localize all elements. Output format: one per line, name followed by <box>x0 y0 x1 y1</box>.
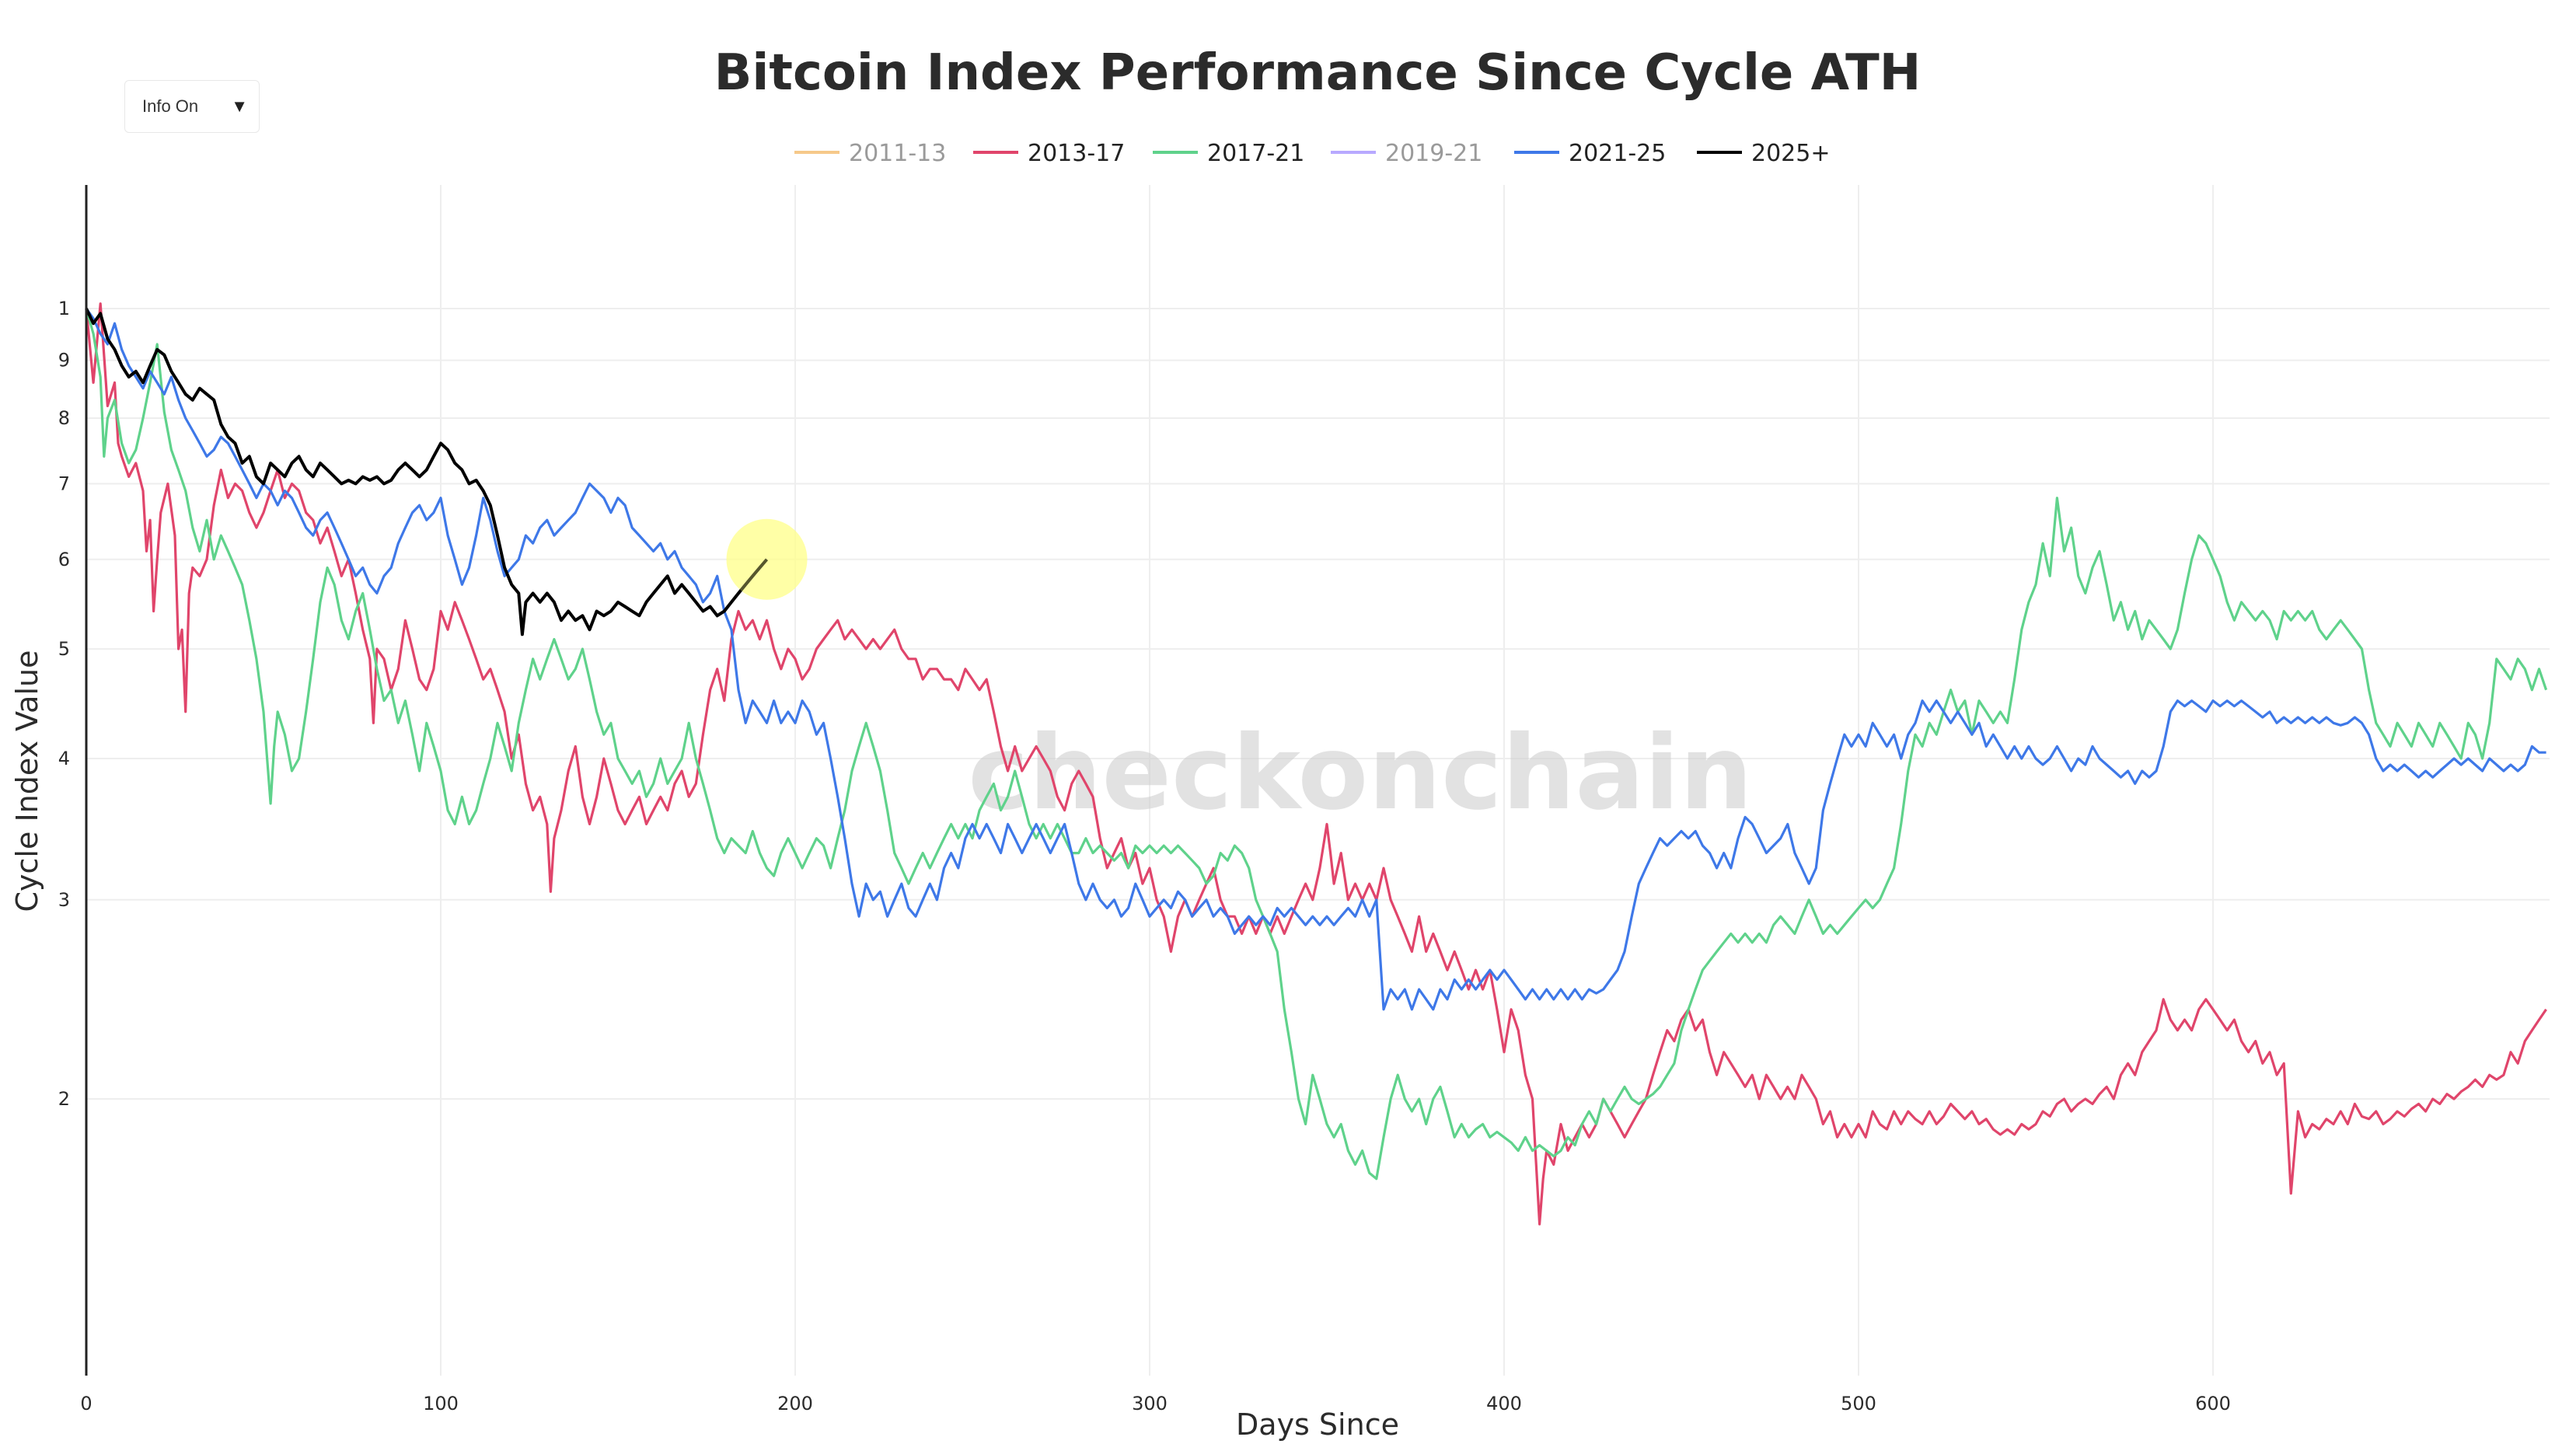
x-tick-label: 0 <box>80 1393 92 1414</box>
legend-item-2013-17[interactable]: 2013-17 <box>973 140 1125 167</box>
series-line-2021-25 <box>85 308 2546 1011</box>
info-toggle-label: Info On <box>142 96 199 116</box>
x-tick-label: 300 <box>1132 1393 1168 1414</box>
current-position-highlight <box>726 518 808 600</box>
watermark: checkonchain <box>968 713 1752 833</box>
annotation-layer <box>709 518 808 618</box>
legend-label: 2025+ <box>1751 140 1830 167</box>
legend-label: 2019-21 <box>1385 140 1482 167</box>
legend-label: 2021-25 <box>1569 140 1666 167</box>
tick-layer: 0 100 200 300 400 500 600 1 9 8 7 6 5 4 3 2 <box>58 298 2231 1414</box>
y-tick-label: 7 <box>58 473 70 494</box>
y-tick-label: 6 <box>58 549 70 570</box>
info-toggle-dropdown[interactable]: Info On ▼ <box>124 80 260 133</box>
y-tick-label: 4 <box>58 748 70 769</box>
y-tick-label: 5 <box>58 638 70 660</box>
series-line-2013-17 <box>85 302 2547 1226</box>
y-tick-label: 2 <box>58 1088 70 1110</box>
x-tick-label: 200 <box>777 1393 813 1414</box>
x-tick-label: 400 <box>1486 1393 1522 1414</box>
x-tick-label: 600 <box>2195 1393 2231 1414</box>
chevron-down-icon: ▼ <box>231 96 248 116</box>
series-line-2025- <box>85 308 769 637</box>
y-tick-label: 3 <box>58 889 70 911</box>
chart-title: Bitcoin Index Performance Since Cycle AT… <box>714 44 1922 102</box>
x-tick-label: 100 <box>423 1393 459 1414</box>
series-layer <box>85 302 2548 1226</box>
legend: 2011-13 2013-17 2017-21 2019-21 2021-25 2025+ <box>794 140 1830 167</box>
legend-item-2011-13[interactable]: 2011-13 <box>794 140 946 167</box>
y-axis-title: Cycle Index Value <box>10 650 44 912</box>
legend-item-2017-21[interactable]: 2017-21 <box>1153 140 1304 167</box>
legend-item-2021-25[interactable]: 2021-25 <box>1514 140 1666 167</box>
series-line-2017-21 <box>85 308 2548 1181</box>
legend-item-2025-[interactable]: 2025+ <box>1697 140 1830 167</box>
series-line-2025-tail <box>709 558 769 618</box>
grid-layer <box>86 185 2550 1376</box>
legend-label: 2017-21 <box>1207 140 1304 167</box>
x-tick-label: 500 <box>1841 1393 1876 1414</box>
y-tick-label: 8 <box>58 407 70 429</box>
y-tick-label: 9 <box>58 350 70 371</box>
legend-label: 2013-17 <box>1028 140 1125 167</box>
legend-label: 2011-13 <box>849 140 946 167</box>
legend-item-2019-21[interactable]: 2019-21 <box>1331 140 1482 167</box>
x-axis-title: Days Since <box>1236 1407 1399 1442</box>
y-tick-label: 1 <box>58 298 70 319</box>
